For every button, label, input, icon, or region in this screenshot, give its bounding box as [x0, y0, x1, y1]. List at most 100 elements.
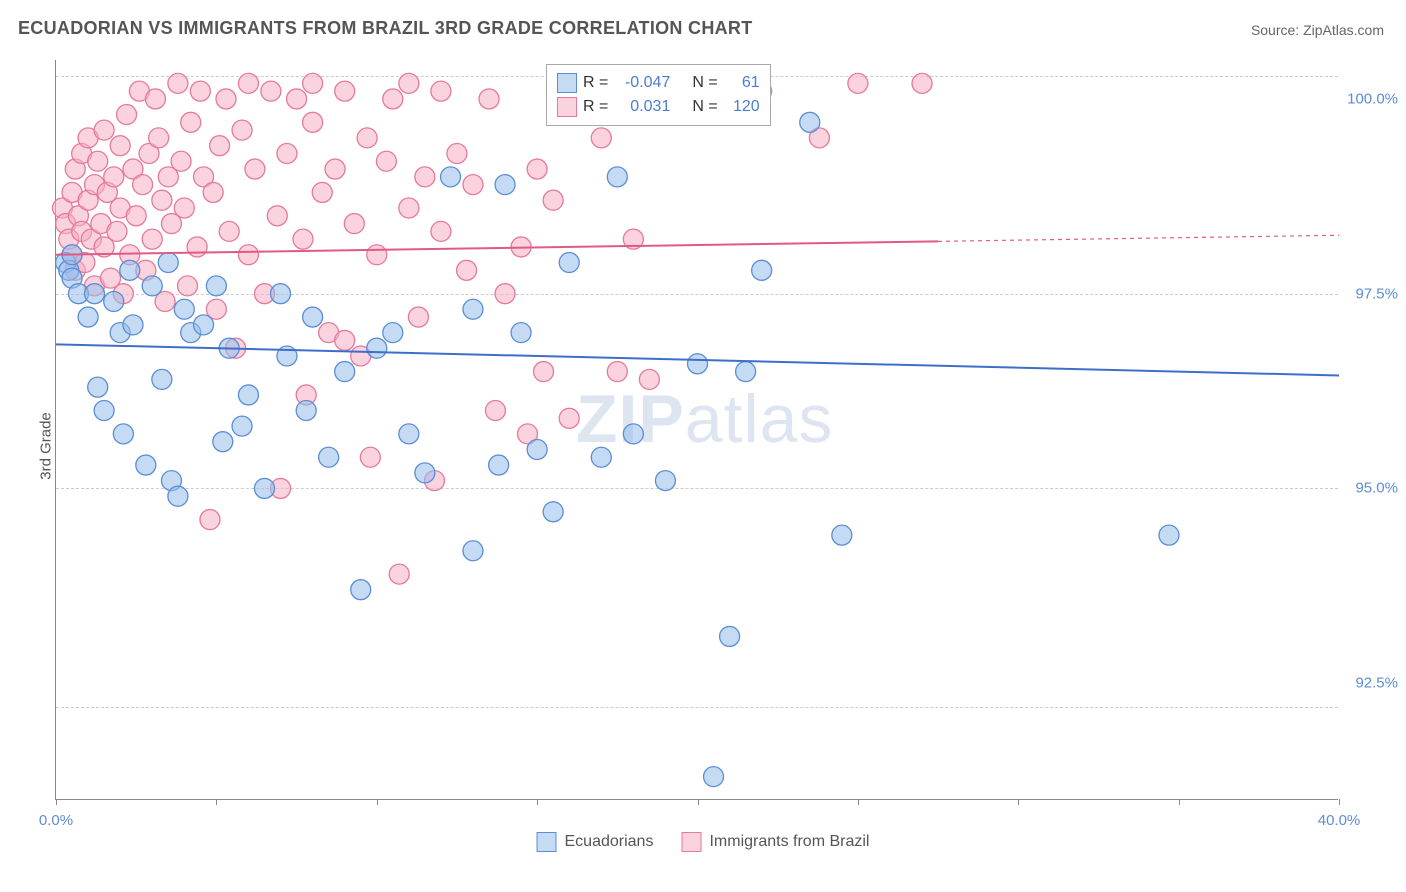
scatter-point	[832, 525, 852, 545]
scatter-point	[174, 198, 194, 218]
scatter-point	[232, 416, 252, 436]
scatter-point	[94, 120, 114, 140]
scatter-point	[399, 73, 419, 93]
scatter-point	[174, 299, 194, 319]
scatter-point	[194, 315, 214, 335]
scatter-point	[152, 369, 172, 389]
scatter-point	[511, 323, 531, 343]
scatter-point	[216, 89, 236, 109]
scatter-point	[133, 175, 153, 195]
scatter-point	[303, 112, 323, 132]
scatter-point	[463, 299, 483, 319]
scatter-point	[303, 73, 323, 93]
scatter-point	[389, 564, 409, 584]
scatter-point	[655, 471, 675, 491]
scatter-point	[88, 151, 108, 171]
x-tick-label: 0.0%	[39, 812, 73, 829]
scatter-point	[344, 214, 364, 234]
scatter-point	[457, 260, 477, 280]
scatter-point	[559, 408, 579, 428]
scatter-point	[145, 89, 165, 109]
y-tick-label: 97.5%	[1355, 285, 1398, 302]
scatter-point	[351, 580, 371, 600]
y-tick-label: 92.5%	[1355, 675, 1398, 692]
scatter-point	[142, 276, 162, 296]
scatter-point	[245, 159, 265, 179]
chart-svg	[56, 60, 1338, 799]
x-tick	[1179, 799, 1180, 805]
y-tick-label: 100.0%	[1347, 90, 1398, 107]
y-tick-label: 95.0%	[1355, 480, 1398, 497]
scatter-point	[383, 323, 403, 343]
scatter-point	[543, 502, 563, 522]
scatter-point	[238, 245, 258, 265]
scatter-point	[123, 315, 143, 335]
scatter-point	[219, 221, 239, 241]
scatter-point	[623, 424, 643, 444]
scatter-point	[84, 284, 104, 304]
scatter-point	[360, 447, 380, 467]
scatter-point	[104, 167, 124, 187]
scatter-point	[591, 128, 611, 148]
x-tick	[1018, 799, 1019, 805]
scatter-point	[277, 143, 297, 163]
scatter-point	[94, 401, 114, 421]
legend-r-value: -0.047	[614, 74, 670, 92]
scatter-point	[912, 73, 932, 93]
legend-swatch	[537, 832, 557, 852]
scatter-point	[88, 377, 108, 397]
footer-legend-label: Ecuadorians	[565, 833, 654, 851]
footer-legend-item: Immigrants from Brazil	[681, 832, 869, 852]
scatter-point	[399, 424, 419, 444]
scatter-point	[485, 401, 505, 421]
scatter-point	[357, 128, 377, 148]
scatter-point	[431, 221, 451, 241]
scatter-point	[142, 229, 162, 249]
scatter-point	[376, 151, 396, 171]
scatter-point	[78, 307, 98, 327]
scatter-point	[238, 73, 258, 93]
scatter-point	[383, 89, 403, 109]
scatter-point	[287, 89, 307, 109]
x-tick	[537, 799, 538, 805]
scatter-point	[489, 455, 509, 475]
scatter-point	[408, 307, 428, 327]
scatter-point	[254, 478, 274, 498]
scatter-point	[271, 284, 291, 304]
scatter-point	[126, 206, 146, 226]
scatter-point	[527, 439, 547, 459]
scatter-point	[261, 81, 281, 101]
scatter-point	[399, 198, 419, 218]
scatter-point	[559, 253, 579, 273]
scatter-point	[479, 89, 499, 109]
scatter-point	[639, 369, 659, 389]
scatter-point	[312, 182, 332, 202]
legend-swatch	[681, 832, 701, 852]
scatter-point	[441, 167, 461, 187]
x-tick	[377, 799, 378, 805]
legend-n-label: N =	[692, 98, 717, 116]
scatter-point	[303, 307, 323, 327]
x-tick	[216, 799, 217, 805]
scatter-point	[1159, 525, 1179, 545]
legend-stat-row: R = 0.031N =120	[557, 95, 760, 119]
scatter-point	[720, 626, 740, 646]
legend-stats: R =-0.047N = 61R = 0.031N =120	[546, 64, 771, 126]
scatter-point	[110, 136, 130, 156]
scatter-point	[367, 338, 387, 358]
scatter-point	[178, 276, 198, 296]
scatter-point	[296, 401, 316, 421]
legend-swatch	[557, 73, 577, 93]
scatter-point	[136, 455, 156, 475]
x-tick-label: 40.0%	[1318, 812, 1361, 829]
legend-stat-row: R =-0.047N = 61	[557, 71, 760, 95]
scatter-point	[607, 362, 627, 382]
scatter-point	[107, 221, 127, 241]
scatter-point	[113, 424, 133, 444]
scatter-point	[120, 260, 140, 280]
x-tick	[1339, 799, 1340, 805]
plot-area: ZIPatlas R =-0.047N = 61R = 0.031N =120 …	[55, 60, 1338, 800]
scatter-point	[232, 120, 252, 140]
legend-r-label: R =	[583, 74, 608, 92]
scatter-point	[181, 112, 201, 132]
